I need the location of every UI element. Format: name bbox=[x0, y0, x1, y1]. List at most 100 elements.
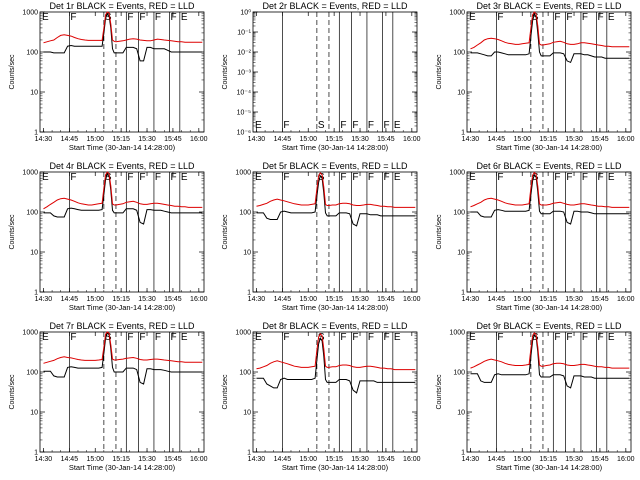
x-tick-label: 14:45 bbox=[61, 136, 79, 143]
x-tick-label: 16:00 bbox=[403, 296, 421, 303]
x-tick-label: 15:45 bbox=[377, 456, 395, 463]
y-tick-label: 10⁻⁵ bbox=[237, 110, 251, 117]
x-tick-label: 15:00 bbox=[299, 136, 317, 143]
x-tick-label: 15:15 bbox=[539, 136, 557, 143]
marker-label: F bbox=[597, 172, 603, 183]
x-axis-label: Start Time (30-Jan-14 14:28:00) bbox=[282, 143, 389, 152]
x-tick-label: 15:00 bbox=[299, 456, 317, 463]
panel-title: Det 4r BLACK = Events, RED = LLD bbox=[49, 161, 195, 171]
marker-label: F bbox=[554, 332, 560, 343]
events-series-line bbox=[256, 174, 416, 227]
marker-label: E bbox=[394, 172, 401, 183]
y-axis-label: Counts/sec bbox=[222, 54, 229, 90]
marker-label: F bbox=[368, 172, 374, 183]
x-tick-label: 15:00 bbox=[513, 136, 531, 143]
x-tick-label: 14:30 bbox=[35, 456, 53, 463]
marker-label: F bbox=[554, 12, 560, 23]
y-tick-label: 1 bbox=[461, 450, 465, 457]
lld-series-line bbox=[470, 11, 630, 50]
marker-label: E bbox=[608, 172, 615, 183]
x-tick-label: 14:30 bbox=[462, 136, 480, 143]
y-tick-label: 1000 bbox=[449, 330, 465, 337]
marker-label: F bbox=[340, 120, 346, 131]
x-tick-label: 15:45 bbox=[164, 456, 182, 463]
marker-label: F bbox=[170, 12, 176, 23]
x-tick-label: 14:30 bbox=[462, 456, 480, 463]
marker-label: F bbox=[139, 332, 145, 343]
marker-label: E bbox=[42, 172, 49, 183]
y-tick-label: 1000 bbox=[22, 10, 38, 17]
x-tick-label: 14:30 bbox=[248, 136, 266, 143]
y-tick-label: 10⁻¹ bbox=[237, 30, 251, 37]
marker-label: E bbox=[608, 332, 615, 343]
marker-label: E bbox=[181, 332, 188, 343]
panel-6: Det 6r BLACK = Events, RED = LLD 14:30 14:… bbox=[436, 161, 635, 312]
y-tick-label: 100 bbox=[453, 210, 465, 217]
y-axis-label: Counts/sec bbox=[9, 54, 16, 90]
panel-title: Det 2r BLACK = Events, RED = LLD bbox=[262, 1, 408, 11]
x-tick-label: 16:00 bbox=[403, 136, 421, 143]
y-axis-label: Counts/sec bbox=[436, 374, 443, 410]
x-tick-label: 14:45 bbox=[61, 456, 79, 463]
x-tick-label: 14:45 bbox=[274, 296, 292, 303]
marker-label: E bbox=[181, 172, 188, 183]
marker-label: F bbox=[70, 12, 76, 23]
y-axis-label: Counts/sec bbox=[222, 374, 229, 410]
y-tick-label: 100 bbox=[453, 370, 465, 377]
events-series-line bbox=[256, 337, 416, 394]
marker-label: F bbox=[170, 172, 176, 183]
x-tick-label: 15:15 bbox=[112, 456, 130, 463]
x-tick-label: 15:15 bbox=[112, 136, 130, 143]
marker-label: S bbox=[105, 12, 112, 23]
marker-label: F bbox=[170, 332, 176, 343]
marker-label: S bbox=[532, 172, 539, 183]
x-tick-label: 14:30 bbox=[248, 456, 266, 463]
x-tick-label: 15:15 bbox=[325, 296, 343, 303]
x-axis-label: Start Time (30-Jan-14 14:28:00) bbox=[282, 303, 389, 312]
y-tick-label: 100 bbox=[453, 50, 465, 57]
x-tick-label: 15:45 bbox=[164, 136, 182, 143]
plot-frame bbox=[39, 331, 205, 453]
x-tick-label: 15:00 bbox=[86, 136, 104, 143]
x-axis-label: Start Time (30-Jan-14 14:28:00) bbox=[69, 143, 176, 152]
y-axis-label: Counts/sec bbox=[9, 374, 16, 410]
panel-title: Det 1r BLACK = Events, RED = LLD bbox=[49, 1, 195, 11]
x-axis-label: Start Time (30-Jan-14 14:28:00) bbox=[69, 303, 176, 312]
y-tick-label: 1 bbox=[247, 290, 251, 297]
marker-label: F bbox=[340, 332, 346, 343]
x-tick-label: 15:00 bbox=[513, 456, 531, 463]
x-tick-label: 14:45 bbox=[274, 136, 292, 143]
marker-label: F bbox=[554, 172, 560, 183]
y-tick-label: 1 bbox=[247, 450, 251, 457]
marker-label: S bbox=[532, 12, 539, 23]
y-axis-label: Counts/sec bbox=[222, 214, 229, 250]
x-tick-label: 15:30 bbox=[565, 296, 583, 303]
marker-label: F bbox=[70, 172, 76, 183]
y-tick-label: 10 bbox=[30, 410, 38, 417]
plot-frame bbox=[252, 171, 418, 293]
marker-label: E bbox=[469, 12, 476, 23]
marker-label: E bbox=[42, 332, 49, 343]
y-tick-label: 1 bbox=[461, 130, 465, 137]
marker-label: F bbox=[368, 120, 374, 131]
events-series-line bbox=[470, 333, 630, 389]
x-tick-label: 15:30 bbox=[351, 136, 369, 143]
marker-label: E bbox=[42, 12, 49, 23]
x-tick-label: 15:30 bbox=[138, 296, 156, 303]
y-tick-label: 1 bbox=[34, 450, 38, 457]
marker-label: F bbox=[566, 332, 572, 343]
marker-label: F bbox=[139, 172, 145, 183]
marker-label: F bbox=[340, 172, 346, 183]
marker-label: F bbox=[155, 172, 161, 183]
x-tick-label: 14:45 bbox=[274, 456, 292, 463]
plot-frame bbox=[252, 11, 418, 133]
x-tick-label: 15:30 bbox=[138, 456, 156, 463]
y-tick-label: 1000 bbox=[235, 330, 251, 337]
marker-label: F bbox=[582, 12, 588, 23]
y-axis-label: Counts/sec bbox=[436, 54, 443, 90]
marker-label: S bbox=[105, 172, 112, 183]
panel-4: Det 4r BLACK = Events, RED = LLD 14:30 14:… bbox=[9, 161, 208, 312]
y-tick-label: 1 bbox=[34, 130, 38, 137]
x-tick-label: 16:00 bbox=[617, 456, 635, 463]
